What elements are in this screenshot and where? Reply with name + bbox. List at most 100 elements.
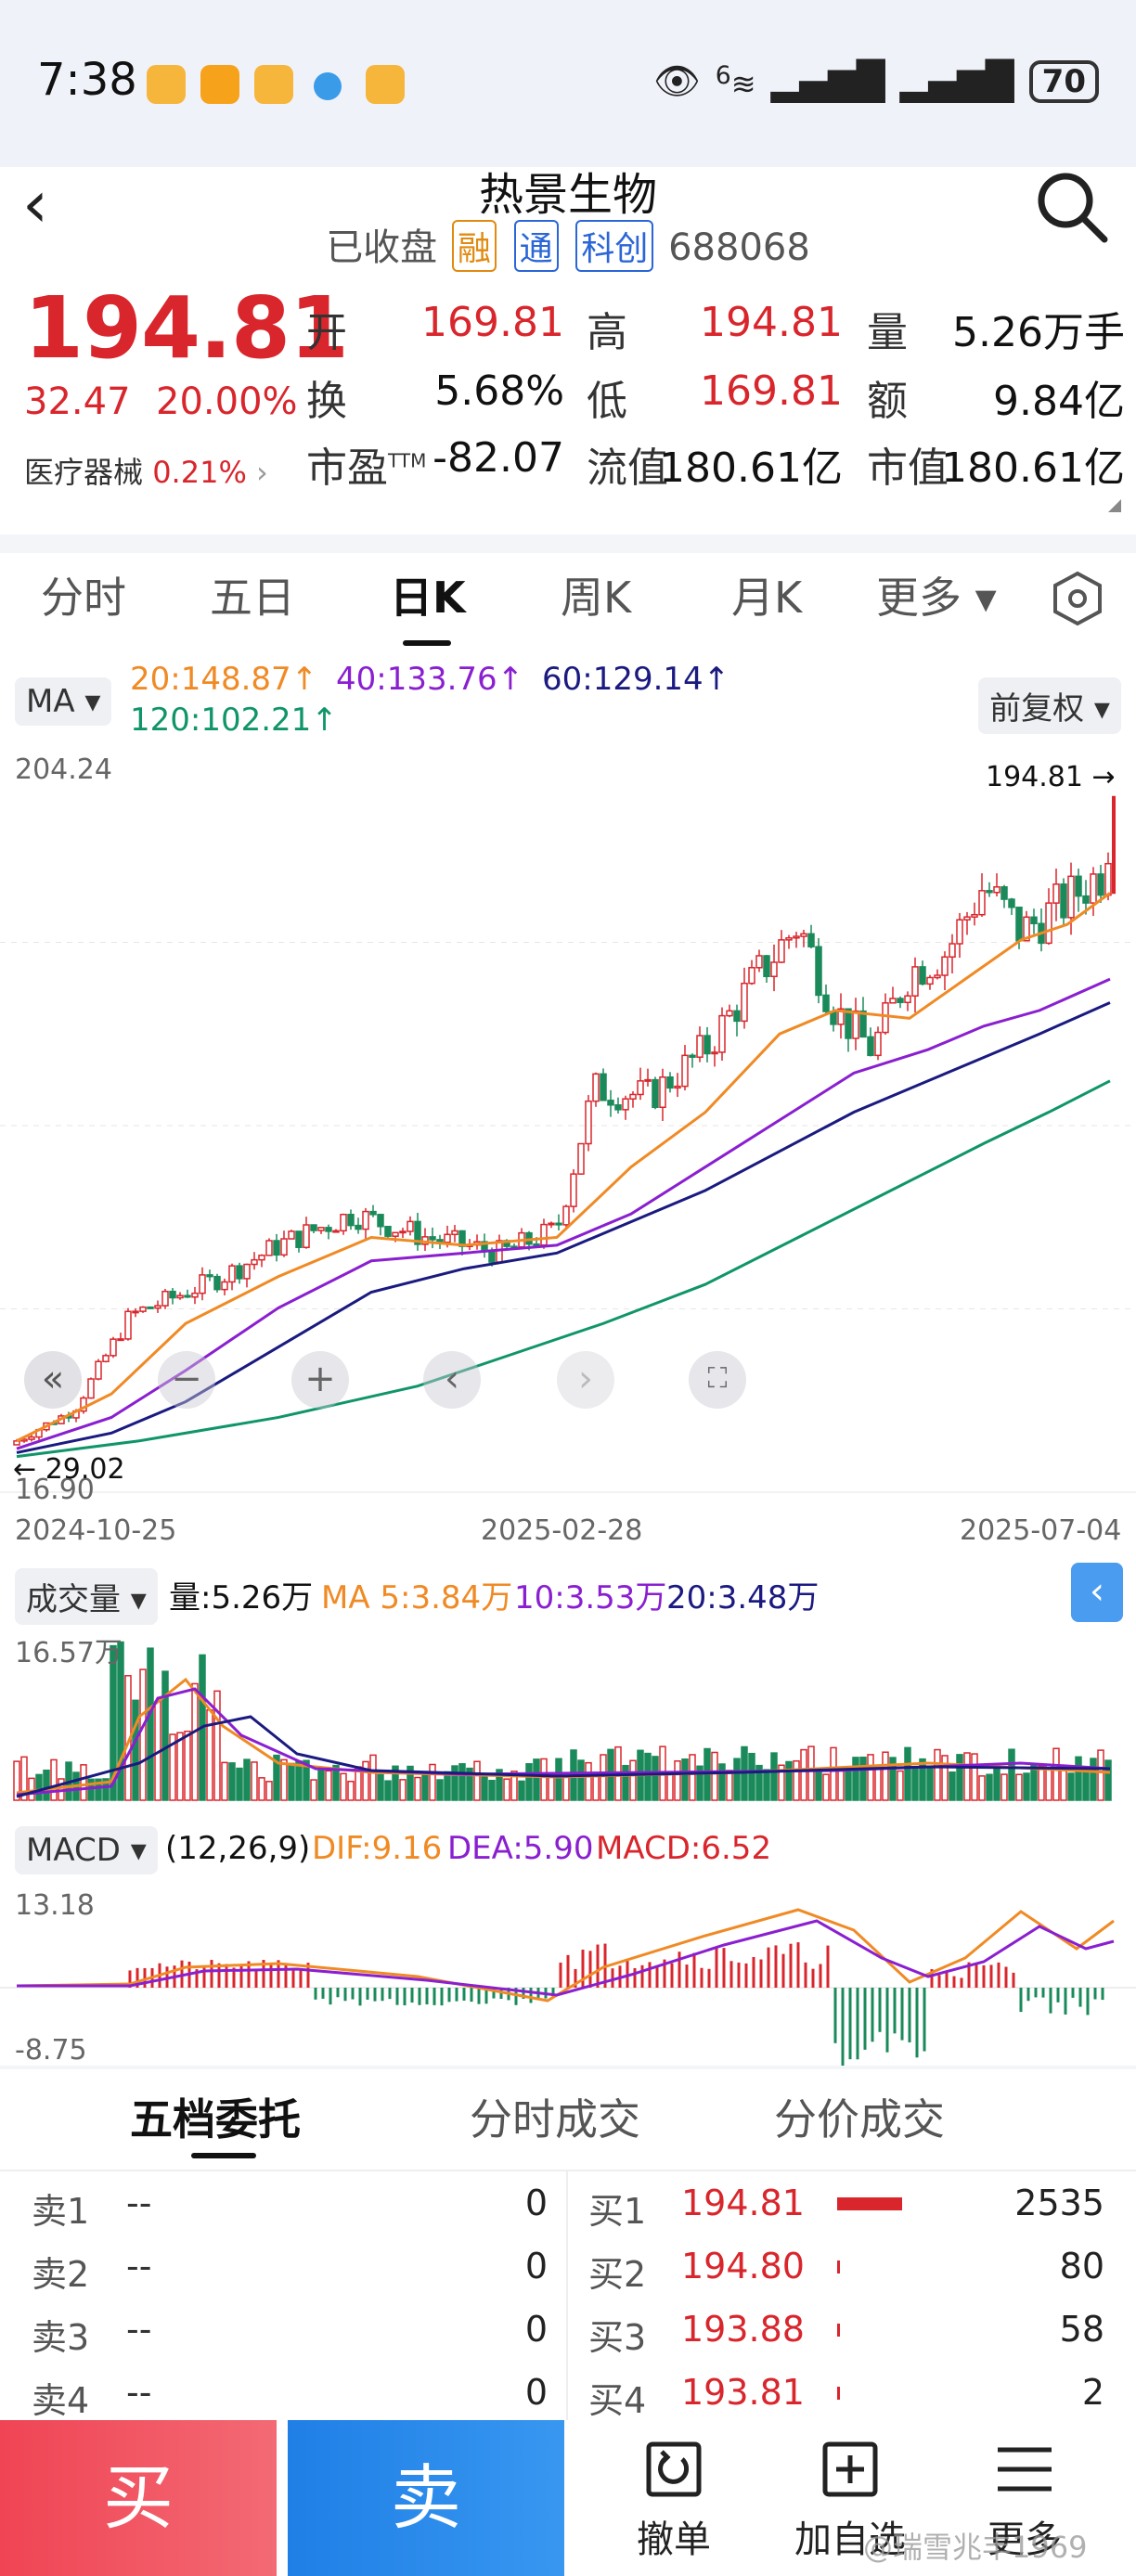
buy-depth-bar (837, 2387, 840, 2400)
candle-body (369, 1210, 377, 1216)
ma120-value: 120:102.21 (130, 702, 312, 739)
sell-button[interactable]: 卖 (288, 2420, 564, 2576)
volume-bar (897, 1770, 904, 1801)
candle-body (161, 1290, 169, 1307)
cancel-order-icon (646, 2441, 702, 2497)
expand-corner-icon[interactable] (1108, 499, 1121, 512)
scroll-left-fast-button[interactable]: « (24, 1351, 82, 1409)
adjust-button-label: 前复权 (989, 690, 1085, 728)
scroll-left-button[interactable]: ‹ (423, 1351, 481, 1409)
candle-body (451, 1230, 458, 1236)
tab-period[interactable]: 月K (731, 573, 803, 623)
volume-bar (1038, 1765, 1045, 1801)
sell-level-label: 卖2 (32, 2254, 90, 2295)
volume-bar (347, 1780, 355, 1801)
zoom-in-button[interactable]: + (291, 1351, 349, 1409)
macd-y-bottom: -8.75 (15, 2034, 87, 2067)
candle-body (325, 1227, 332, 1232)
candle-body (206, 1274, 213, 1278)
volume-bar (110, 1644, 117, 1801)
candle-body (978, 890, 986, 916)
tab-period[interactable]: 日K (390, 573, 466, 623)
fullscreen-button[interactable]: ⛶ (689, 1351, 746, 1409)
volume-bar (184, 1730, 191, 1801)
stock-code: 688068 (668, 226, 810, 269)
tab-period[interactable]: 五日 (210, 573, 295, 623)
candle-body (407, 1220, 414, 1232)
volume-bar (414, 1776, 421, 1801)
volume-bar (674, 1759, 681, 1801)
kline-chart[interactable] (0, 750, 1136, 1507)
volume-bar (102, 1778, 110, 1801)
quote-field-value: 194.81 (700, 299, 843, 346)
volume-bar (325, 1770, 332, 1801)
volume-bar (681, 1758, 689, 1801)
quote-field-label: 流值 (587, 444, 668, 492)
industry-change: 0.21% (152, 455, 247, 490)
menu-icon (998, 2447, 1052, 2492)
add-watchlist-button[interactable]: 加自选 (785, 2437, 915, 2563)
tab-period[interactable]: 周K (561, 573, 632, 623)
cancel-order-button[interactable]: 撤单 (609, 2437, 739, 2563)
ma20-label: 20:148.87↑ (130, 661, 318, 698)
ma-button[interactable]: MA ▾ (15, 677, 112, 726)
tab-period[interactable]: 分时 (41, 573, 126, 623)
quote-field-value: 5.26万手 (952, 309, 1125, 356)
volume-bar (807, 1745, 815, 1801)
candle-body (592, 1073, 600, 1102)
adjust-button[interactable]: 前复权 ▾ (978, 677, 1121, 734)
cancel-order-label: 撤单 (637, 2518, 711, 2561)
candle-body (1075, 875, 1082, 897)
volume-bar (369, 1754, 377, 1801)
back-button[interactable]: ‹ (22, 166, 48, 242)
candle-body (986, 890, 993, 894)
candle-body (993, 886, 1000, 894)
candle-body (1000, 886, 1008, 900)
candle-body (243, 1263, 251, 1280)
macd-y-top: 13.18 (15, 1889, 95, 1922)
more-menu-button[interactable]: 更多 (960, 2437, 1090, 2563)
stock-name: 热景生物 (478, 169, 657, 221)
buy-level-volume: 2 (1081, 2372, 1104, 2413)
candle-body (852, 1010, 859, 1039)
low-price-marker: ← 29.02 (13, 1453, 125, 1486)
candle-body (956, 919, 963, 945)
settings-hexagon-icon[interactable] (1049, 570, 1106, 627)
tab-tick-trades[interactable]: 分时成交 (470, 2094, 640, 2145)
candle-body (540, 1223, 548, 1246)
volume-value: 量:5.26万 (169, 1579, 314, 1616)
sell-level-volume: 0 (524, 2309, 548, 2350)
volume-bar (666, 1772, 674, 1801)
candle-body (340, 1214, 347, 1232)
tab-five-level[interactable]: 五档委托 (130, 2094, 301, 2145)
macd-chart (0, 1908, 1136, 2067)
volume-bar (882, 1751, 889, 1801)
wifi-icon: 6≋ (715, 60, 756, 102)
industry-link[interactable]: 医疗器械 0.21% › (24, 449, 268, 492)
macd-button[interactable]: MACD ▾ (15, 1826, 158, 1874)
candle-body (184, 1294, 191, 1298)
zoom-out-button[interactable]: − (158, 1351, 215, 1409)
tab-period[interactable]: 更多 ▾ (876, 573, 997, 623)
add-watchlist-icon (822, 2441, 878, 2497)
candle-body (800, 933, 807, 937)
status-right: 👁 6≋ ▂▄▆█ ▂▄▆█ 70 (653, 59, 1099, 103)
side-panel-toggle[interactable]: ‹ (1071, 1563, 1123, 1622)
buy-button[interactable]: 买 (0, 2420, 277, 2576)
connect-tag: 通 (513, 220, 559, 272)
volume-bar (466, 1767, 473, 1801)
volume-bar (919, 1758, 926, 1801)
candle-body (778, 939, 785, 963)
volume-bar (763, 1769, 770, 1801)
volume-bar (451, 1765, 458, 1801)
tab-price-trades[interactable]: 分价成交 (774, 2094, 945, 2145)
volume-button[interactable]: 成交量 ▾ (15, 1568, 158, 1625)
candle-body (191, 1292, 199, 1298)
scroll-right-button[interactable]: › (557, 1351, 614, 1409)
search-icon[interactable] (1030, 165, 1114, 249)
volume-bar (622, 1764, 629, 1801)
ma40-value: 40:133.76 (336, 661, 497, 698)
candle-body (392, 1231, 399, 1237)
volume-ma5: MA 5:3.84万 (321, 1579, 513, 1616)
candle-body (310, 1224, 317, 1231)
